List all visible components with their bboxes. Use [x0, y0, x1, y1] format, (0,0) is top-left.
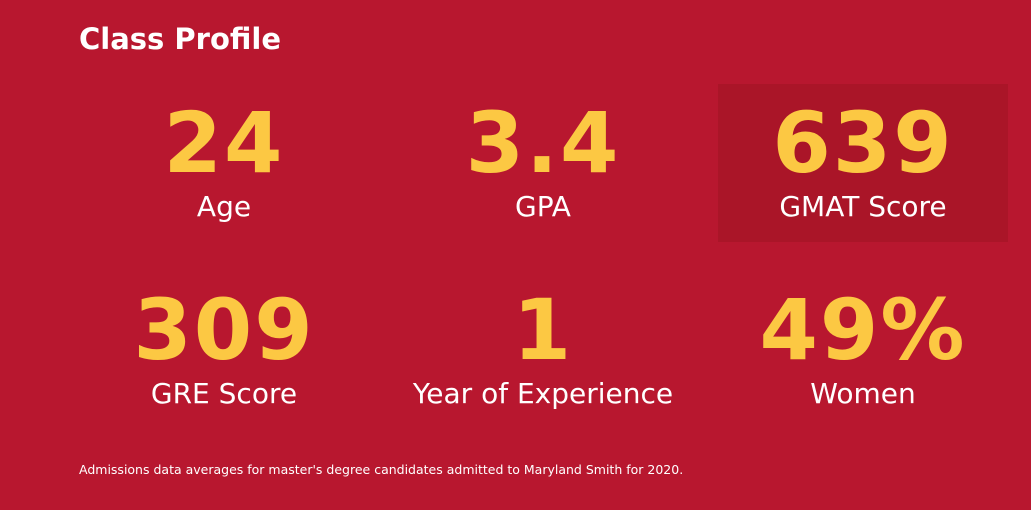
footnote: Admissions data averages for master's de…	[79, 462, 684, 477]
stat-card: 24 Age	[79, 84, 369, 242]
stat-card: 3.4 GPA	[398, 84, 688, 242]
stat-value: 1	[512, 281, 574, 379]
stat-value: 639	[772, 94, 954, 192]
stat-label: Women	[810, 377, 916, 410]
stat-value: 309	[133, 281, 315, 379]
stat-label: GPA	[515, 190, 571, 223]
stat-value: 49%	[759, 281, 967, 379]
stat-label: GMAT Score	[779, 190, 947, 223]
stat-card: 49% Women	[718, 271, 1008, 429]
stat-value: 24	[163, 94, 285, 192]
stat-label: Year of Experience	[412, 377, 674, 410]
stat-value: 3.4	[465, 94, 621, 192]
stat-label: Age	[196, 190, 252, 223]
stat-card: 639 GMAT Score	[718, 84, 1008, 242]
stat-card: 1 Year of Experience	[398, 271, 688, 429]
stat-card: 309 GRE Score	[79, 271, 369, 429]
stat-label: GRE Score	[150, 377, 298, 410]
title: Class Profile	[79, 22, 281, 56]
